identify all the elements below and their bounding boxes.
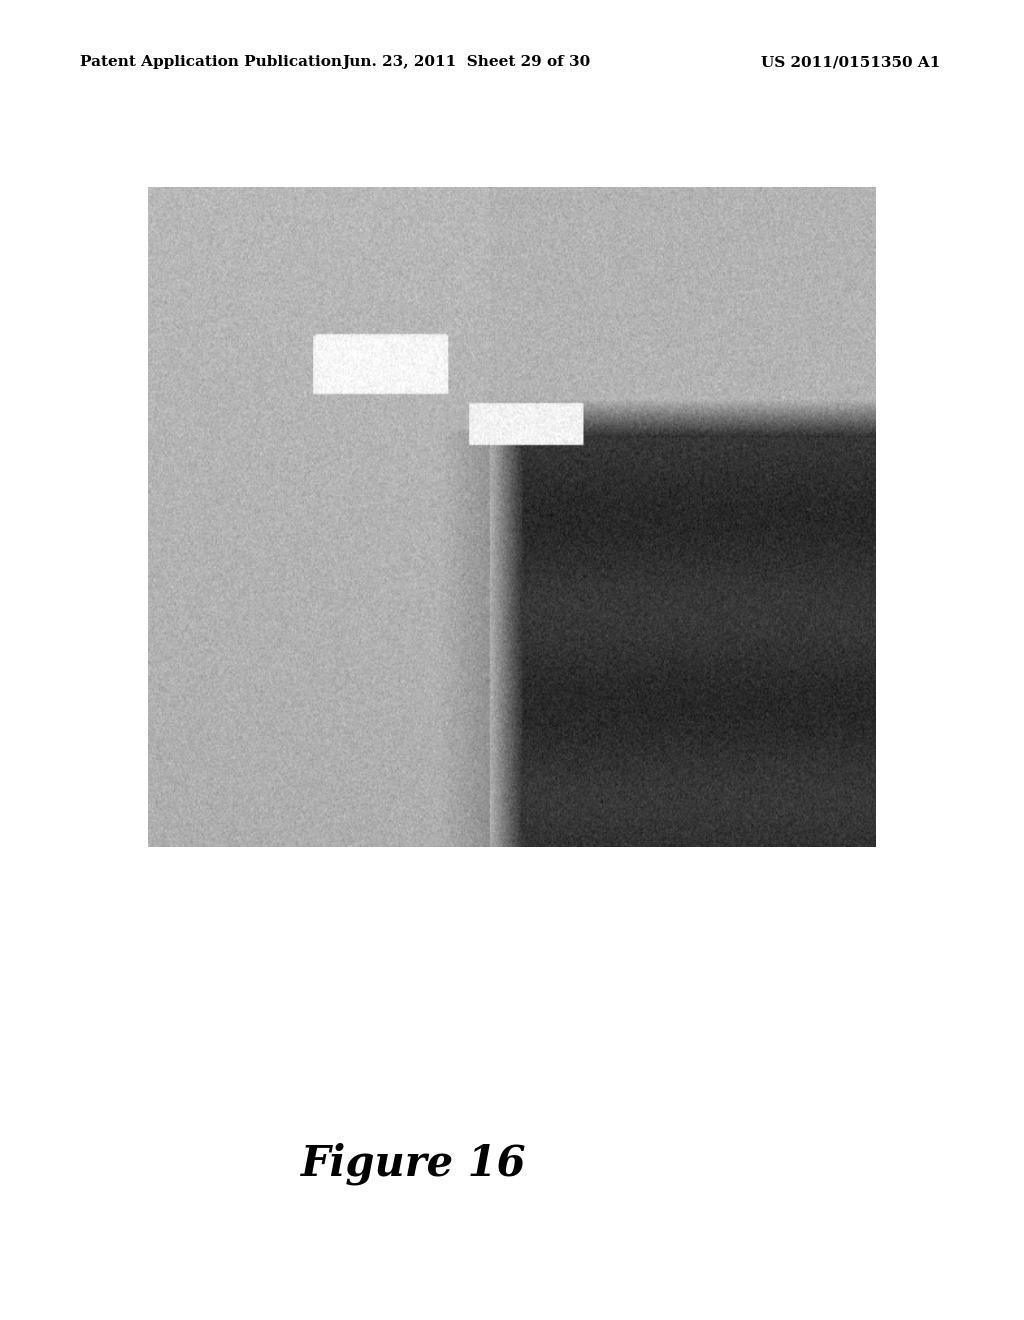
Text: Figure 16: Figure 16	[301, 1143, 526, 1185]
Text: US 2011/0151350 A1: US 2011/0151350 A1	[761, 55, 940, 69]
Text: Jun. 23, 2011  Sheet 29 of 30: Jun. 23, 2011 Sheet 29 of 30	[342, 55, 590, 69]
Text: Patent Application Publication: Patent Application Publication	[80, 55, 342, 69]
